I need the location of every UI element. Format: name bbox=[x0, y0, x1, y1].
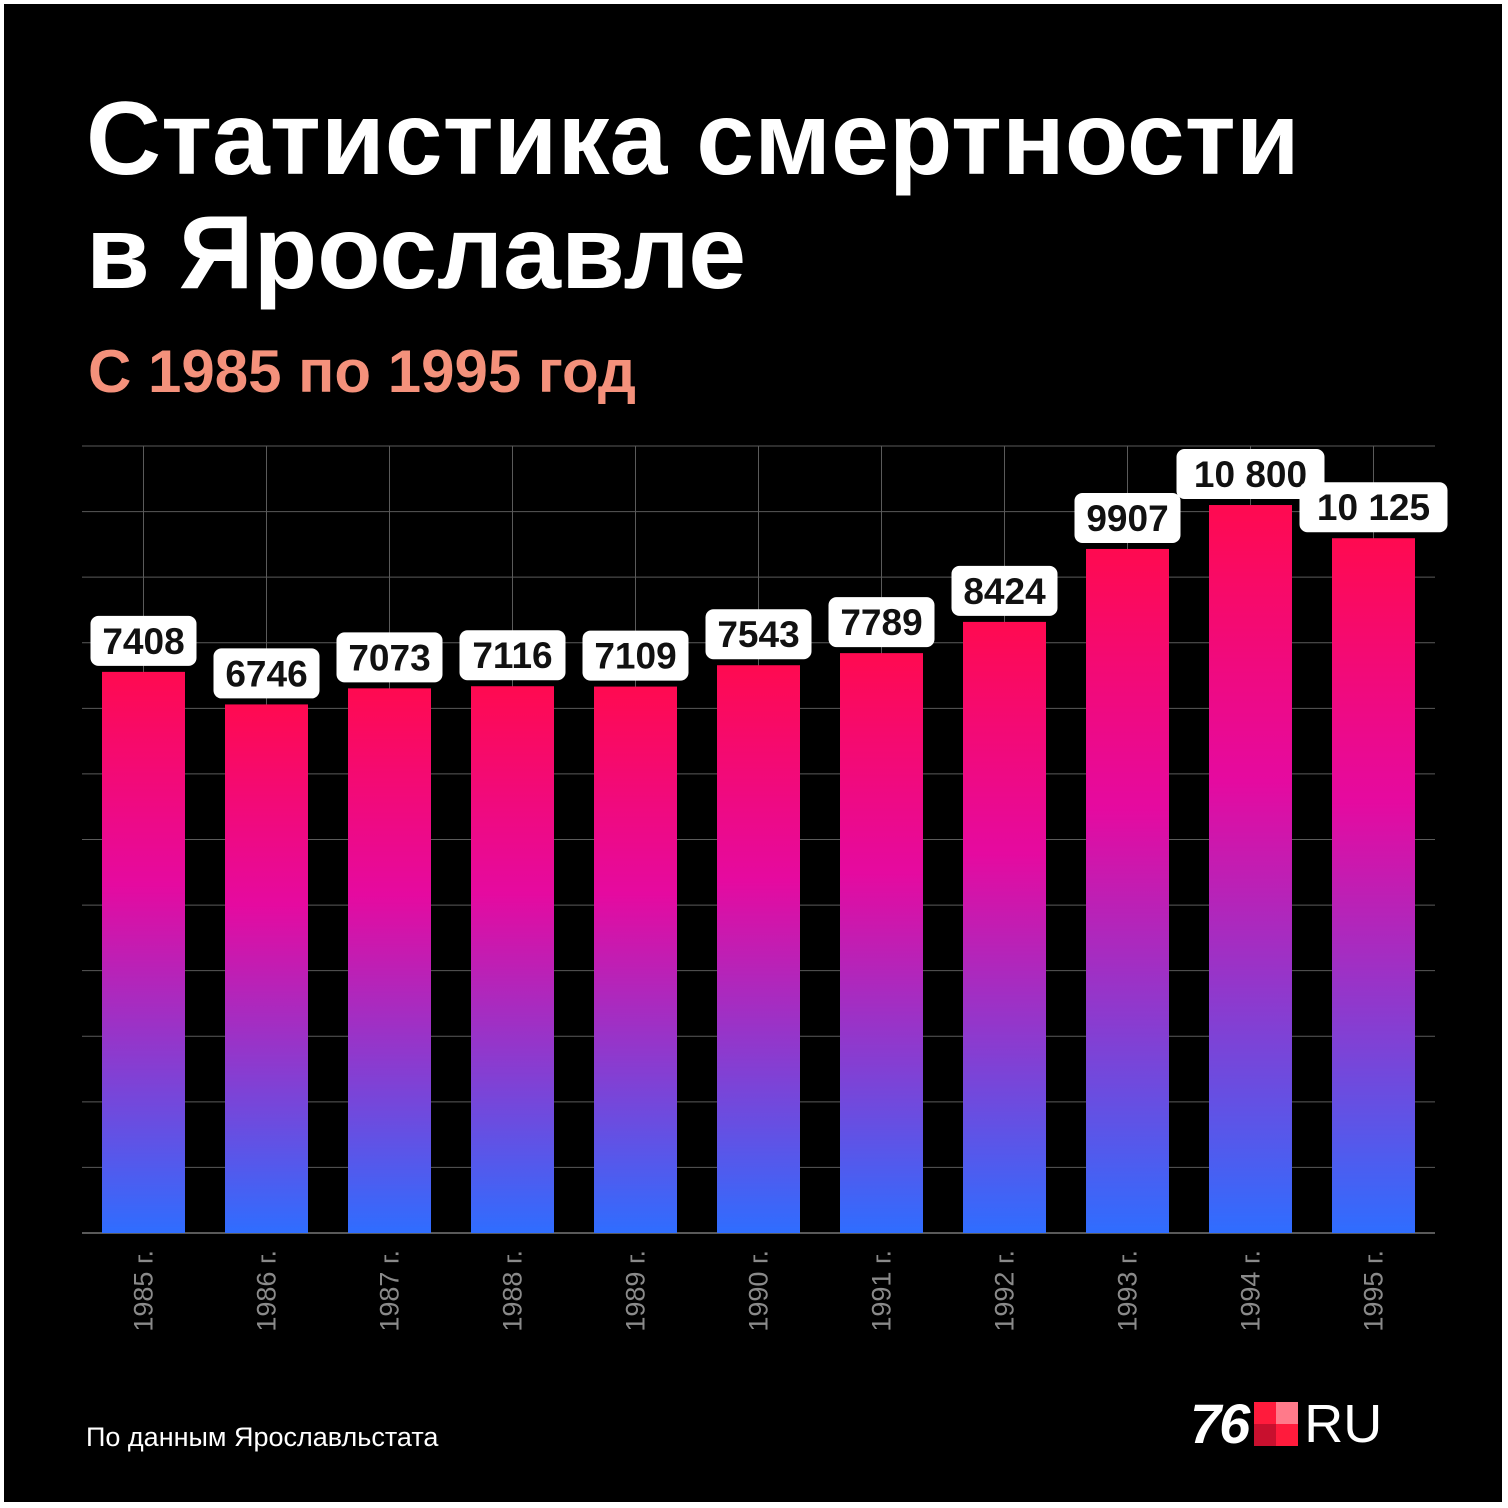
bar bbox=[102, 671, 185, 1233]
value-label-box bbox=[213, 648, 320, 699]
bar bbox=[594, 686, 677, 1233]
value-label-box bbox=[336, 632, 443, 683]
value-label-box bbox=[951, 565, 1058, 616]
value-label-box bbox=[828, 597, 935, 648]
value-labels: 7408 6746 7073 7116 7109 7543 7789 8424 9907 10 8… bbox=[90, 449, 1448, 699]
logo-text: RU bbox=[1304, 1394, 1383, 1454]
value-label: 10 125 bbox=[1317, 487, 1430, 528]
x-tick-label: 1990 г. bbox=[744, 1250, 774, 1332]
value-label: 7116 bbox=[472, 635, 552, 676]
value-label: 7543 bbox=[717, 614, 799, 655]
value-label-box bbox=[1299, 482, 1448, 533]
x-tick-label: 1991 г. bbox=[867, 1250, 897, 1332]
bar bbox=[471, 686, 554, 1233]
chart-subtitle: С 1985 по 1995 год bbox=[88, 338, 636, 405]
value-label: 7109 bbox=[594, 636, 676, 677]
brand-logo: 76 RU bbox=[1190, 1392, 1383, 1455]
x-tick-label: 1995 г. bbox=[1359, 1250, 1389, 1332]
x-tick-label: 1986 г. bbox=[252, 1250, 282, 1332]
logo-number: 76 bbox=[1190, 1392, 1250, 1455]
bar bbox=[1332, 538, 1415, 1233]
value-label: 8424 bbox=[963, 571, 1046, 612]
value-label: 7408 bbox=[102, 621, 184, 662]
x-tick-label: 1989 г. bbox=[621, 1250, 651, 1332]
x-tick-label: 1987 г. bbox=[375, 1250, 405, 1332]
x-tick-label: 1985 г. bbox=[129, 1250, 159, 1332]
value-label-box bbox=[1176, 449, 1325, 500]
bar bbox=[225, 704, 308, 1233]
title-line-1: Статистика смертности bbox=[86, 81, 1300, 197]
bars bbox=[102, 505, 1415, 1233]
bar bbox=[963, 621, 1046, 1233]
value-label-box bbox=[705, 609, 812, 660]
value-label-box bbox=[582, 630, 689, 681]
value-label: 9907 bbox=[1086, 498, 1168, 539]
page-title: Статистика смертности в Ярославле bbox=[86, 82, 1466, 310]
bar bbox=[840, 653, 923, 1233]
chart-frame: Статистика смертности в Ярославле С 1985… bbox=[4, 4, 1502, 1502]
bar bbox=[348, 688, 431, 1233]
value-label-box bbox=[1074, 492, 1181, 543]
bar bbox=[1209, 505, 1292, 1233]
bar-chart: 7408 6746 7073 7116 7109 7543 7789 8424 9907 10 8… bbox=[82, 445, 1448, 1332]
value-label-box bbox=[459, 630, 566, 681]
value-label: 6746 bbox=[225, 653, 307, 694]
source-note: По данным Ярославльстата bbox=[86, 1422, 439, 1452]
x-tick-label: 1988 г. bbox=[498, 1250, 528, 1332]
x-tick-label: 1993 г. bbox=[1113, 1250, 1143, 1332]
value-label-box bbox=[90, 615, 197, 666]
value-label: 7789 bbox=[840, 602, 922, 643]
bar bbox=[1086, 548, 1169, 1233]
value-label: 10 800 bbox=[1194, 454, 1307, 495]
x-tick-label: 1992 г. bbox=[990, 1250, 1020, 1332]
x-tick-label: 1994 г. bbox=[1236, 1250, 1266, 1332]
title-line-2: в Ярославле bbox=[86, 195, 747, 311]
bar bbox=[717, 665, 800, 1233]
value-label: 7073 bbox=[348, 637, 430, 678]
logo-square-icon bbox=[1254, 1402, 1299, 1446]
x-tick-labels: 1985 г. 1986 г. 1987 г. 1988 г. 1989 г. 1990 … bbox=[129, 1250, 1389, 1332]
